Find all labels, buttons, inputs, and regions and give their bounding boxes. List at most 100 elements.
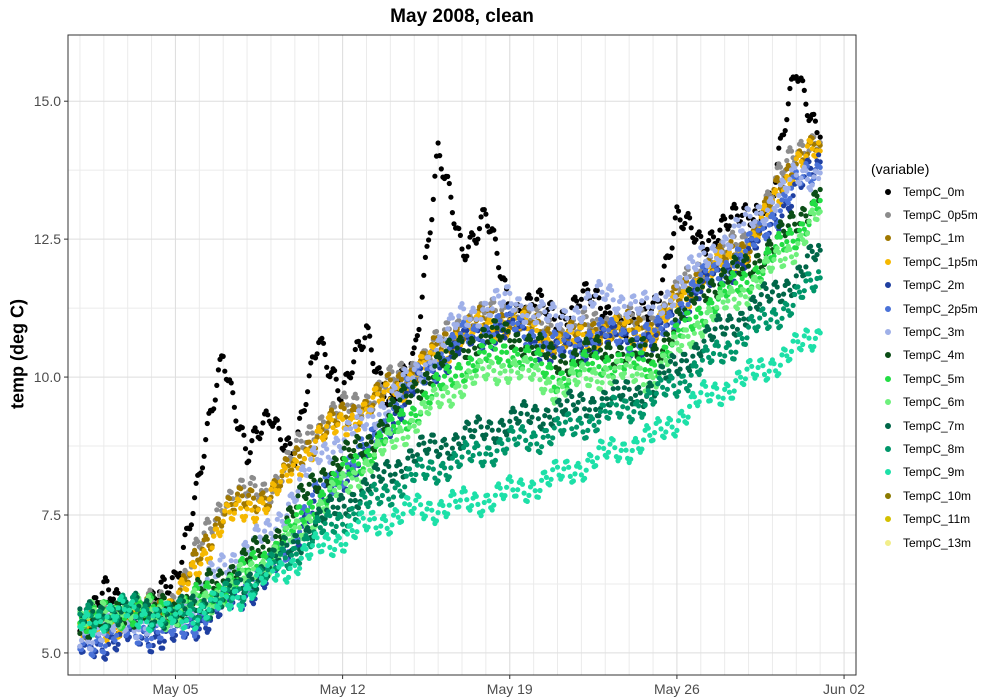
data-point (340, 401, 346, 407)
data-point (753, 210, 760, 216)
data-point (265, 538, 271, 545)
data-point (811, 211, 817, 217)
data-point (341, 473, 347, 479)
data-point (363, 441, 370, 447)
data-point (330, 504, 336, 510)
data-point (623, 337, 629, 343)
data-point (277, 512, 284, 518)
data-point (518, 347, 524, 353)
data-point (774, 203, 780, 209)
data-point (496, 293, 502, 299)
data-point (250, 495, 257, 501)
data-point (550, 345, 556, 351)
data-point (199, 465, 206, 471)
data-point (397, 461, 403, 467)
data-point (693, 314, 699, 320)
data-point (623, 362, 629, 368)
data-point (550, 374, 556, 380)
data-point (800, 221, 806, 227)
data-point (260, 420, 266, 426)
data-point (459, 246, 465, 252)
data-point (104, 578, 110, 584)
data-point (728, 243, 734, 249)
data-point (179, 559, 185, 565)
data-point (771, 215, 777, 221)
data-point (77, 643, 83, 649)
data-point (661, 263, 667, 269)
data-point (742, 211, 749, 217)
data-point (491, 368, 497, 374)
data-point (777, 208, 784, 214)
data-point (691, 300, 698, 306)
data-point (816, 140, 822, 146)
data-point (411, 406, 417, 412)
data-point (722, 216, 728, 222)
data-point (526, 367, 532, 373)
data-point (341, 445, 347, 451)
data-point (99, 590, 105, 596)
data-point (488, 420, 494, 426)
data-point (239, 555, 245, 562)
data-point (688, 254, 694, 260)
data-point (284, 542, 290, 548)
data-point (607, 283, 613, 289)
data-point (454, 434, 460, 440)
data-point (698, 310, 704, 316)
data-point (454, 345, 460, 351)
data-point (817, 164, 823, 170)
data-point (102, 643, 108, 649)
data-point (617, 364, 623, 370)
data-point (734, 306, 741, 312)
data-point (508, 301, 514, 307)
data-point (518, 303, 524, 309)
data-point (192, 564, 198, 570)
data-point (389, 438, 395, 445)
data-point (231, 510, 237, 516)
data-point (792, 259, 798, 265)
data-point (426, 354, 432, 360)
data-point (413, 381, 419, 387)
data-point (322, 433, 328, 439)
data-point (456, 313, 462, 319)
data-point (540, 301, 546, 307)
data-point (769, 265, 776, 271)
data-point (90, 652, 96, 659)
data-point (293, 533, 299, 539)
data-point (293, 437, 299, 443)
data-point (730, 288, 736, 294)
data-point (723, 305, 729, 311)
data-point (220, 518, 226, 524)
data-point (816, 175, 822, 182)
data-point (615, 306, 621, 312)
data-point (376, 411, 382, 418)
data-point (685, 333, 691, 339)
data-point (349, 370, 355, 376)
data-point (792, 165, 798, 171)
data-point (766, 222, 772, 228)
data-point (355, 435, 362, 441)
data-point (416, 420, 422, 426)
data-point (282, 465, 288, 471)
data-point (258, 430, 264, 436)
data-point (548, 365, 554, 371)
data-point (397, 397, 403, 403)
data-point (238, 505, 244, 511)
data-point (363, 422, 370, 428)
data-point (405, 376, 411, 382)
data-point (426, 411, 432, 417)
data-point (424, 243, 430, 249)
data-point (260, 544, 266, 550)
data-point (583, 376, 589, 382)
data-point (481, 207, 487, 213)
data-point (322, 351, 328, 358)
data-point (745, 206, 752, 212)
data-point (115, 590, 121, 596)
data-point (247, 500, 253, 506)
data-point (672, 294, 678, 300)
data-point (507, 290, 513, 296)
data-point (363, 481, 370, 487)
data-point (427, 405, 433, 411)
data-point (381, 447, 387, 453)
data-point (155, 629, 161, 635)
data-point (793, 74, 799, 80)
